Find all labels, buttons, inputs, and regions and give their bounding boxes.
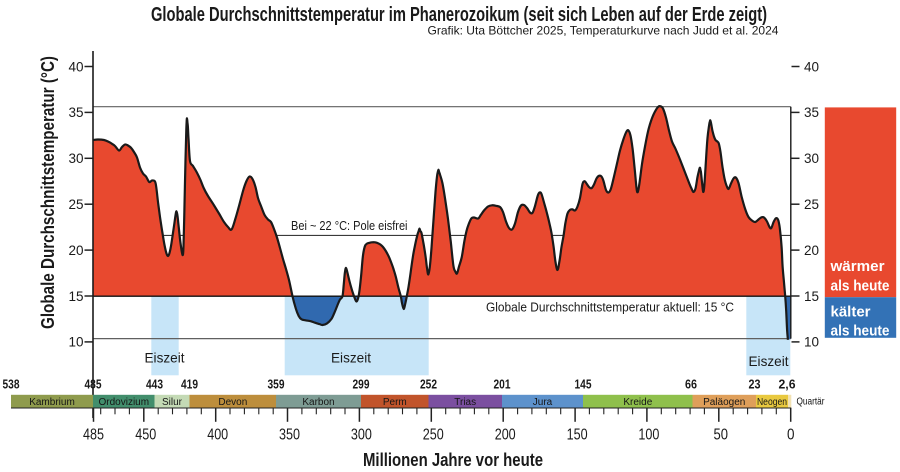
svg-text:450: 450 — [135, 427, 156, 444]
svg-text:Silur: Silur — [162, 397, 183, 408]
svg-text:400: 400 — [207, 427, 228, 444]
svg-text:538: 538 — [3, 376, 20, 391]
svg-text:30: 30 — [804, 151, 819, 166]
svg-text:Devon: Devon — [218, 397, 247, 408]
svg-text:2,6: 2,6 — [779, 376, 796, 391]
svg-text:Eiszeit: Eiszeit — [749, 353, 789, 369]
svg-text:300: 300 — [351, 427, 372, 444]
svg-text:30: 30 — [68, 151, 83, 166]
svg-text:Eiszeit: Eiszeit — [145, 350, 185, 366]
svg-text:Globale Durchschnittstemperatu: Globale Durchschnittstemperatur im Phane… — [151, 4, 767, 26]
svg-text:10: 10 — [804, 335, 819, 350]
svg-text:15: 15 — [804, 289, 819, 304]
svg-text:kälter: kälter — [831, 305, 871, 321]
svg-text:10: 10 — [68, 335, 83, 350]
svg-text:443: 443 — [146, 376, 163, 391]
svg-text:252: 252 — [420, 376, 437, 391]
svg-text:40: 40 — [804, 59, 819, 74]
svg-text:35: 35 — [804, 105, 819, 120]
svg-text:Karbon: Karbon — [302, 397, 334, 408]
svg-text:Paläogen: Paläogen — [703, 397, 745, 408]
svg-text:40: 40 — [68, 59, 83, 74]
svg-text:als heute: als heute — [831, 324, 890, 340]
svg-text:Millionen Jahre vor heute: Millionen Jahre vor heute — [363, 449, 543, 470]
svg-text:150: 150 — [567, 427, 588, 444]
svg-text:Kreide: Kreide — [623, 397, 652, 408]
svg-text:0: 0 — [787, 427, 795, 444]
svg-text:201: 201 — [494, 376, 511, 391]
svg-text:Globale Durchschnittstemperatu: Globale Durchschnittstemperatur (°C) — [38, 56, 58, 329]
svg-text:66: 66 — [685, 376, 697, 391]
svg-text:485: 485 — [85, 376, 102, 391]
svg-text:25: 25 — [804, 197, 819, 212]
svg-text:200: 200 — [495, 427, 516, 444]
svg-text:Grafik: Uta Böttcher 2025, Tem: Grafik: Uta Böttcher 2025, Temperaturkur… — [428, 24, 779, 38]
svg-text:35: 35 — [68, 105, 83, 120]
svg-text:als heute: als heute — [831, 279, 890, 295]
svg-text:359: 359 — [268, 376, 285, 391]
svg-text:145: 145 — [575, 376, 592, 391]
svg-text:Perm: Perm — [383, 397, 407, 408]
svg-text:20: 20 — [804, 243, 819, 258]
svg-text:20: 20 — [68, 243, 83, 258]
svg-text:50: 50 — [714, 427, 729, 444]
svg-text:Neogen: Neogen — [757, 397, 787, 408]
svg-text:23: 23 — [749, 376, 761, 391]
svg-text:Bei ~ 22 °C: Pole eisfrei: Bei ~ 22 °C: Pole eisfrei — [291, 219, 408, 233]
svg-text:wärmer: wärmer — [829, 259, 884, 275]
svg-text:Ordovizium: Ordovizium — [99, 397, 150, 408]
svg-text:100: 100 — [638, 427, 659, 444]
svg-text:Jura: Jura — [533, 397, 553, 408]
svg-text:Quartär: Quartär — [797, 397, 826, 408]
svg-text:15: 15 — [68, 289, 83, 304]
svg-text:Eiszeit: Eiszeit — [331, 350, 371, 366]
svg-text:419: 419 — [181, 376, 198, 391]
svg-text:299: 299 — [353, 376, 370, 391]
svg-text:250: 250 — [423, 427, 444, 444]
svg-text:Kambrium: Kambrium — [29, 397, 75, 408]
svg-text:Globale Durchschnittstemperatu: Globale Durchschnittstemperatur aktuell:… — [486, 301, 734, 315]
svg-text:350: 350 — [279, 427, 300, 444]
svg-text:Trias: Trias — [454, 397, 476, 408]
svg-text:25: 25 — [68, 197, 83, 212]
svg-text:485: 485 — [83, 427, 104, 444]
